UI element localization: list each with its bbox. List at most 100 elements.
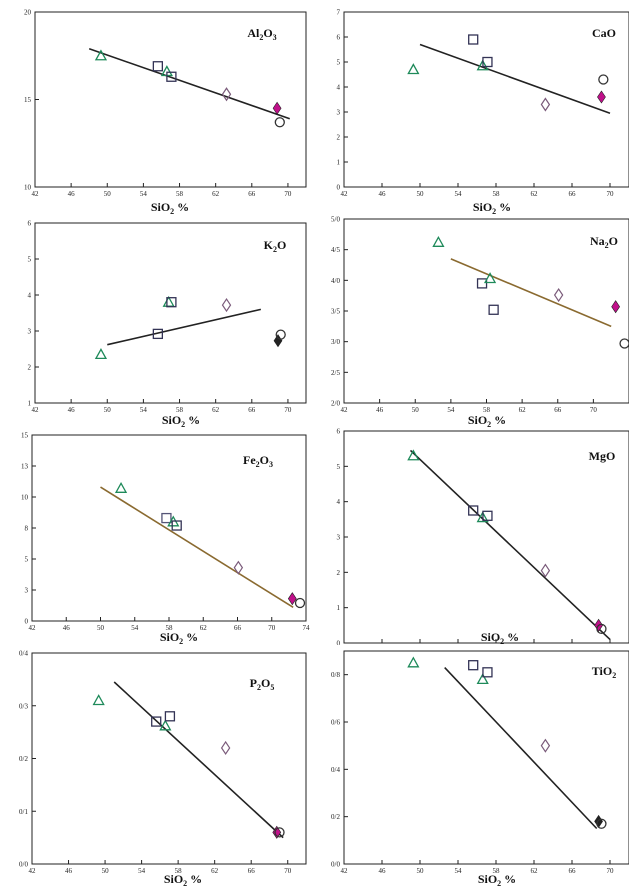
y-tick-label: 2 [28,364,32,372]
x-tick-label: 50 [97,624,105,632]
x-tick-label: 70 [268,624,276,632]
plot-frame [34,222,307,404]
x-tick-label: 74 [303,624,311,632]
x-axis-label: SiO2 % [478,872,516,886]
data-point [476,278,488,289]
y-tick-label: 1 [337,159,341,167]
data-point [488,304,499,315]
y-tick-label: 3 [337,109,341,117]
data-point [94,49,108,61]
x-tick-label: 54 [455,190,463,198]
x-tick-label: 70 [607,867,615,875]
oxide-label: K2O [264,238,287,254]
y-tick-label: 0/0 [19,861,28,869]
data-point [407,63,420,75]
x-tick-label: 46 [376,406,384,414]
data-point [432,235,445,247]
oxide-label: MgO [589,449,616,463]
y-tick-label: 10 [21,494,29,502]
x-tick-label: 58 [176,406,184,414]
trend-line [419,43,611,115]
chart-al2o3: 10 15 20 42 46 50 54 58 62 66 70 Al2O3 SiO2 % [24,9,307,216]
panel-cao: 0 1 2 3 4 5 6 7 42 46 50 54 58 62 66 70 CaO SiO2 % [314,0,629,216]
data-point [619,338,629,349]
x-tick-label: 66 [248,867,256,875]
y-tick-label: 0/8 [331,671,340,679]
trend-line [88,47,291,120]
data-point [594,814,603,828]
x-tick-label: 66 [248,406,256,414]
data-point [596,623,607,635]
data-point [164,711,176,722]
data-point [476,59,489,71]
data-point [221,87,232,102]
data-point [171,520,182,531]
trend-line [450,258,612,328]
data-point [611,300,621,314]
x-tick-label: 70 [284,190,292,198]
panel-tio2: 0/0 0/2 0/4 0/6 0/8 42 46 50 54 58 62 66 70 TiO2 SiO2 … [314,645,629,888]
data-point [162,295,175,307]
data-point [161,512,172,524]
x-tick-label: 66 [569,190,577,198]
y-tick-label: 0/2 [331,813,340,821]
x-tick-label: 46 [379,867,387,875]
data-point [166,297,177,308]
x-tick-label: 62 [531,190,539,198]
y-tick-label: 0/1 [19,808,28,816]
y-tick-label: 2 [337,134,341,142]
plot-frame [343,430,629,644]
data-point [166,71,177,82]
y-tick-label: 5/0 [331,216,340,224]
y-tick-label: 0/4 [331,766,340,774]
x-tick-label: 50 [104,406,112,414]
data-point [114,481,128,493]
x-tick-label: 54 [138,867,146,875]
x-axis-label: SiO2 % [481,630,519,645]
data-point [274,827,285,838]
y-tick-label: 20 [24,9,32,17]
y-tick-label: 3/0 [331,338,340,346]
x-tick-label: 42 [32,190,40,198]
x-tick-label: 50 [102,867,110,875]
trend-line [107,308,262,346]
chart-k2o: 1 2 3 4 5 6 42 46 50 54 58 62 66 70 K2O SiO2 % [28,220,307,429]
x-axis-label: SiO2 % [468,413,506,427]
panel-k2o: 1 2 3 4 5 6 42 46 50 54 58 62 66 70 K2O SiO2 % [0,215,314,429]
chart-mgo: 01234564246505458626670MgOSiO2 % [337,428,629,654]
y-tick-label: 15 [24,96,32,104]
x-tick-label: 42 [341,190,349,198]
data-point [159,719,172,731]
x-tick-label: 42 [341,406,349,414]
x-tick-label: 54 [140,406,148,414]
y-tick-label: 0/2 [19,755,28,763]
x-axis-label: SiO2 % [160,630,198,645]
trend-line [100,486,294,609]
y-tick-label: 7 [337,9,341,17]
y-tick-label: 0/4 [19,650,28,658]
data-point [220,740,231,756]
x-tick-label: 50 [412,406,420,414]
oxide-label: P2O5 [250,676,275,692]
chart-p2o5: 0/0 0/1 0/2 0/3 0/4 42 46 50 54 58 62 66 70 P2O5 SiO2 … [19,650,307,888]
y-tick-label: 0 [337,184,341,192]
data-point [476,511,489,523]
oxide-label: Na2O [590,234,618,250]
data-point [92,694,105,706]
x-tick-label: 58 [483,406,491,414]
data-point [476,673,489,685]
plot-frame [343,650,629,865]
y-tick-label: 4/5 [331,246,340,254]
y-tick-label: 13 [21,463,29,471]
data-point [294,597,306,609]
y-tick-label: 4 [337,498,341,506]
y-tick-label: 0/0 [331,861,340,869]
y-tick-label: 2/0 [331,400,340,408]
data-point [540,738,551,753]
x-tick-label: 58 [493,867,501,875]
x-axis-label: SiO2 % [473,200,511,215]
data-point [596,818,607,829]
data-point [221,297,232,313]
x-tick-label: 54 [447,406,455,414]
